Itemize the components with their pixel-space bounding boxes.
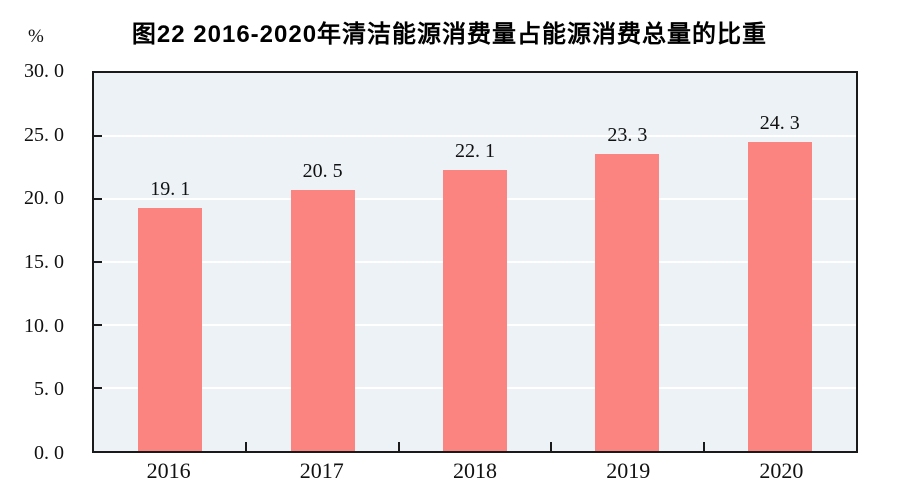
y-axis-tick-mark — [94, 135, 102, 137]
x-axis-tick-labels: 2016 2017 2018 2019 2020 — [92, 458, 858, 488]
x-axis-tick-label: 2018 — [453, 458, 497, 483]
bar-value-label: 22. 1 — [455, 139, 495, 162]
gridline — [94, 135, 856, 137]
bar-2020 — [747, 141, 812, 451]
y-axis-tick-label: 30. 0 — [24, 60, 64, 82]
x-axis-tick-label: 2017 — [299, 458, 344, 483]
x-axis-tick-mark — [397, 442, 400, 451]
y-axis-tick-label: 0. 0 — [34, 442, 64, 464]
y-axis-tick-label: 10. 0 — [24, 314, 64, 337]
bar-value-label: 20. 5 — [302, 159, 343, 182]
bar-value-label: 23. 3 — [607, 124, 648, 147]
y-axis-tick-mark — [94, 261, 102, 263]
y-axis-tick-mark — [94, 324, 102, 326]
x-axis-tick-label: 2020 — [759, 458, 804, 483]
y-axis-tick-mark — [94, 387, 102, 389]
bar-value-label: 19. 1 — [150, 177, 191, 200]
y-axis-tick-label: 5. 0 — [34, 378, 64, 401]
y-axis-tick-label: 20. 0 — [24, 187, 64, 210]
bar-2018 — [443, 169, 507, 451]
x-axis-tick-label: 2016 — [146, 458, 191, 483]
x-axis-tick-mark — [702, 442, 705, 451]
bar-2016 — [138, 207, 203, 451]
x-axis-tick-mark — [245, 442, 248, 451]
chart-title: 图22 2016-2020年清洁能源消费量占能源消费总量的比重 — [131, 21, 768, 48]
x-axis-tick-label: 2019 — [606, 458, 651, 483]
bar-value-label: 24. 3 — [759, 111, 800, 134]
bar-2019 — [595, 154, 660, 451]
y-axis-tick-mark — [94, 198, 102, 200]
bar-2017 — [290, 189, 355, 451]
y-axis-unit-label: % — [28, 26, 44, 47]
y-axis-tick-label: 25. 0 — [24, 123, 64, 146]
y-axis-tick-labels: 0. 0 5. 0 10. 0 15. 0 20. 0 25. 0 30. 0 — [0, 60, 64, 464]
y-axis-tick-label: 15. 0 — [24, 251, 64, 273]
x-axis-tick-mark — [550, 442, 553, 451]
plot-area: 19. 1 20. 5 22. 1 23. 3 24. 3 — [92, 71, 858, 453]
